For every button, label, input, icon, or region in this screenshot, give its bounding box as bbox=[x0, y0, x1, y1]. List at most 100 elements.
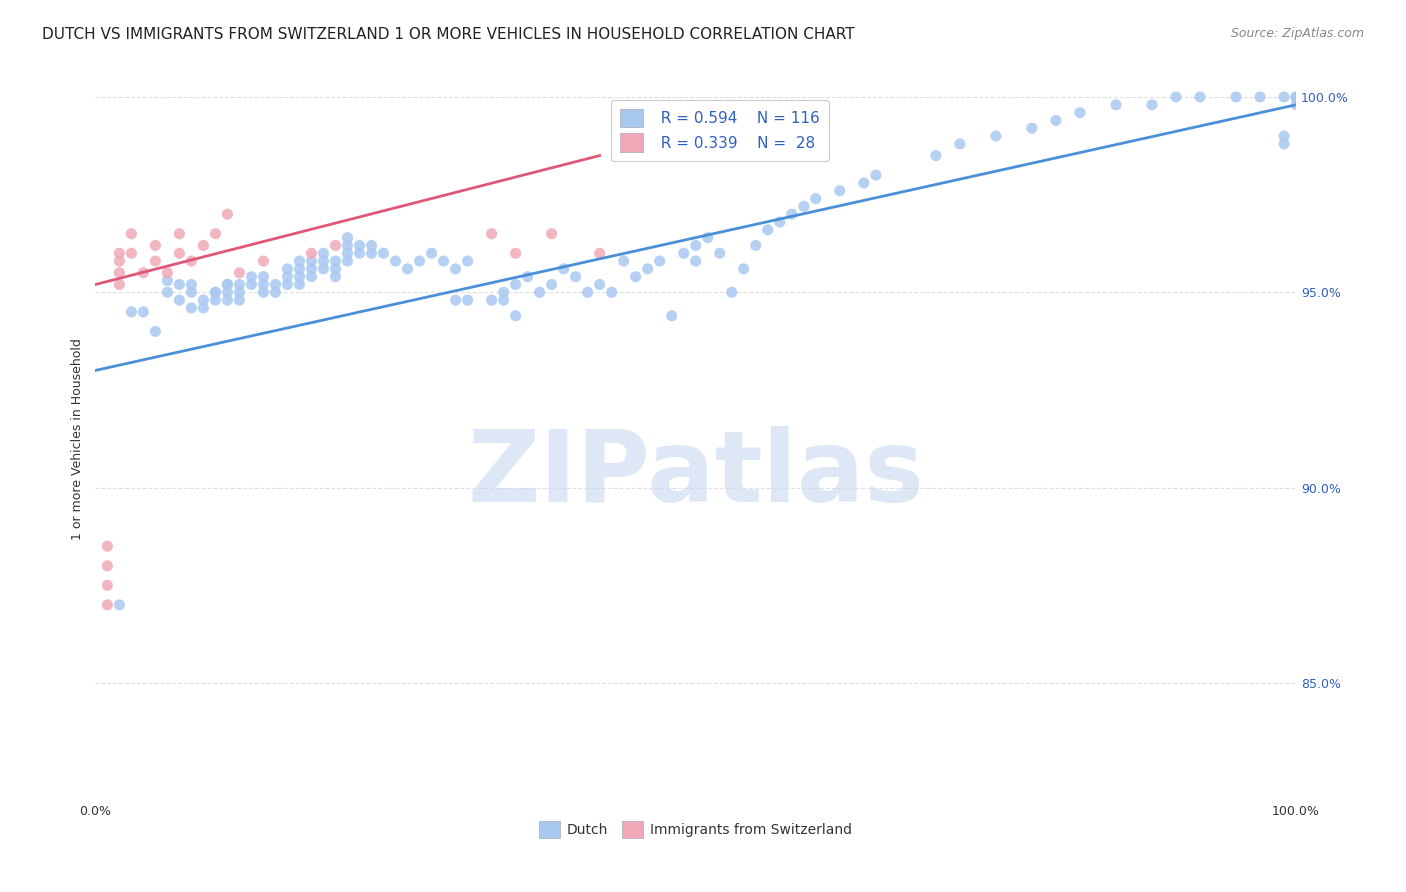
Point bbox=[457, 293, 479, 307]
Point bbox=[553, 261, 575, 276]
Point bbox=[108, 254, 131, 268]
Point bbox=[325, 261, 347, 276]
Point bbox=[481, 227, 503, 241]
Point bbox=[228, 266, 250, 280]
Point bbox=[264, 285, 287, 300]
Point bbox=[276, 269, 298, 284]
Point bbox=[204, 285, 226, 300]
Point bbox=[420, 246, 443, 260]
Text: ZIPatlas: ZIPatlas bbox=[467, 426, 924, 524]
Y-axis label: 1 or more Vehicles in Household: 1 or more Vehicles in Household bbox=[72, 338, 84, 540]
Point bbox=[600, 285, 623, 300]
Point bbox=[108, 246, 131, 260]
Point bbox=[1164, 90, 1187, 104]
Point bbox=[529, 285, 551, 300]
Point bbox=[336, 238, 359, 252]
Point bbox=[661, 309, 683, 323]
Point bbox=[865, 168, 887, 182]
Point bbox=[169, 246, 191, 260]
Point bbox=[804, 192, 827, 206]
Point bbox=[204, 285, 226, 300]
Text: Source: ZipAtlas.com: Source: ZipAtlas.com bbox=[1230, 27, 1364, 40]
Point bbox=[672, 246, 695, 260]
Point bbox=[120, 227, 142, 241]
Point bbox=[648, 254, 671, 268]
Point bbox=[1272, 129, 1295, 144]
Point bbox=[180, 285, 202, 300]
Point bbox=[1045, 113, 1067, 128]
Point bbox=[288, 269, 311, 284]
Point bbox=[396, 261, 419, 276]
Point bbox=[373, 246, 395, 260]
Point bbox=[228, 277, 250, 292]
Legend: Dutch, Immigrants from Switzerland: Dutch, Immigrants from Switzerland bbox=[534, 816, 858, 844]
Point bbox=[408, 254, 430, 268]
Point bbox=[505, 246, 527, 260]
Point bbox=[252, 254, 274, 268]
Point bbox=[252, 285, 274, 300]
Point bbox=[96, 578, 118, 592]
Point bbox=[1225, 90, 1247, 104]
Point bbox=[1021, 121, 1043, 136]
Point bbox=[156, 274, 179, 288]
Point bbox=[325, 238, 347, 252]
Point bbox=[949, 136, 972, 151]
Point bbox=[217, 277, 239, 292]
Point bbox=[228, 285, 250, 300]
Point bbox=[169, 277, 191, 292]
Point bbox=[505, 309, 527, 323]
Point bbox=[613, 254, 636, 268]
Point bbox=[720, 285, 742, 300]
Point bbox=[217, 293, 239, 307]
Point bbox=[120, 305, 142, 319]
Point bbox=[180, 277, 202, 292]
Point bbox=[336, 254, 359, 268]
Point bbox=[288, 254, 311, 268]
Point bbox=[505, 277, 527, 292]
Point bbox=[96, 558, 118, 573]
Point bbox=[145, 238, 167, 252]
Point bbox=[252, 277, 274, 292]
Point bbox=[228, 293, 250, 307]
Point bbox=[156, 285, 179, 300]
Point bbox=[193, 293, 215, 307]
Point bbox=[564, 269, 586, 284]
Point bbox=[696, 230, 718, 244]
Point bbox=[240, 269, 263, 284]
Point bbox=[264, 277, 287, 292]
Point bbox=[120, 246, 142, 260]
Point bbox=[288, 277, 311, 292]
Point bbox=[204, 227, 226, 241]
Point bbox=[360, 246, 382, 260]
Point bbox=[169, 293, 191, 307]
Point bbox=[1069, 105, 1091, 120]
Point bbox=[108, 266, 131, 280]
Point bbox=[588, 277, 610, 292]
Point bbox=[733, 261, 755, 276]
Point bbox=[240, 277, 263, 292]
Point bbox=[457, 254, 479, 268]
Point bbox=[301, 269, 323, 284]
Point bbox=[108, 598, 131, 612]
Point bbox=[276, 261, 298, 276]
Point bbox=[1285, 90, 1308, 104]
Point bbox=[1285, 90, 1308, 104]
Point bbox=[444, 261, 467, 276]
Point bbox=[132, 305, 155, 319]
Point bbox=[96, 598, 118, 612]
Point bbox=[132, 266, 155, 280]
Point bbox=[360, 238, 382, 252]
Point bbox=[288, 261, 311, 276]
Point bbox=[156, 266, 179, 280]
Point bbox=[169, 227, 191, 241]
Point bbox=[180, 301, 202, 315]
Point bbox=[685, 238, 707, 252]
Point bbox=[852, 176, 875, 190]
Point bbox=[637, 261, 659, 276]
Point bbox=[336, 246, 359, 260]
Point bbox=[193, 301, 215, 315]
Point bbox=[336, 230, 359, 244]
Point bbox=[685, 254, 707, 268]
Point bbox=[349, 246, 371, 260]
Point bbox=[492, 293, 515, 307]
